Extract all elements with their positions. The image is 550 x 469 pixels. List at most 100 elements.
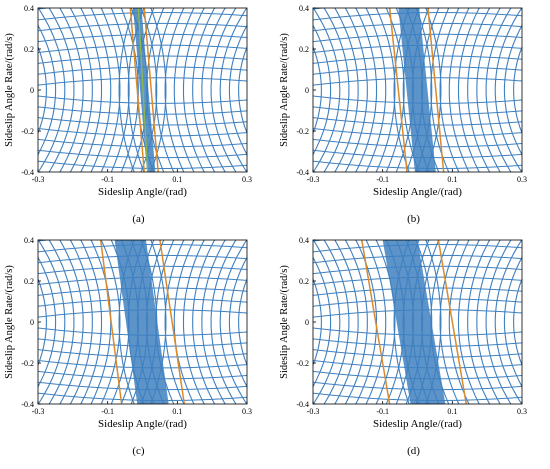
- y-tick-label: 0.2: [24, 45, 34, 54]
- trajectory-field: [38, 240, 247, 404]
- trajectory-curve: [430, 240, 450, 404]
- x-tick-label: 0.3: [517, 407, 527, 416]
- stability-boundary-line: [99, 240, 123, 404]
- panel-a: -0.3 -0.1 0.1 0.3 0.4 0.2 0 -0.2 -0.4 Sideslip An…: [0, 0, 275, 232]
- trajectory-streamline: [313, 370, 522, 380]
- trajectory-field: [38, 8, 247, 172]
- trajectory-streamline: [38, 117, 247, 126]
- x-tick-label: -0.1: [376, 407, 389, 416]
- trajectory-streamline: [38, 349, 247, 358]
- stability-boundary-line: [143, 8, 159, 172]
- panel-label: (a): [132, 213, 145, 225]
- trajectory-streamline: [38, 265, 247, 275]
- trajectory-streamline: [38, 276, 247, 285]
- trajectory-curve: [513, 277, 522, 367]
- x-tick-label: -0.3: [32, 407, 45, 416]
- trajectory-curve: [192, 8, 216, 172]
- trajectory-curve: [150, 8, 167, 172]
- x-tick-label: -0.1: [376, 175, 389, 184]
- trajectory-curve: [457, 8, 480, 172]
- stability-boundary-line: [427, 8, 445, 172]
- trajectory-curve: [344, 8, 368, 172]
- trajectory-curve: [155, 8, 175, 172]
- x-axis-label: Sideslip Angle/(rad): [373, 418, 462, 430]
- y-tick-label: -0.4: [21, 400, 34, 409]
- trajectory-curve: [448, 8, 470, 172]
- trajectory-streamline: [38, 309, 247, 318]
- trajectory-curve: [219, 240, 247, 404]
- trajectory-curve: [173, 240, 195, 404]
- x-tick-label: -0.3: [307, 175, 320, 184]
- separatrix-band: [133, 8, 156, 172]
- x-tick-label: -0.3: [32, 175, 45, 184]
- trajectory-streamline: [38, 338, 247, 347]
- trajectory-streamline: [38, 33, 247, 43]
- panel-c: -0.3 -0.1 0.1 0.3 0.4 0.2 0 -0.2 -0.4 Sideslip An…: [0, 232, 275, 464]
- trajectory-curve: [127, 240, 145, 404]
- trajectory-curve: [38, 45, 47, 135]
- trajectory-curve: [485, 240, 512, 404]
- trajectory-streamline: [313, 244, 522, 253]
- trajectory-curve: [140, 240, 158, 404]
- trajectory-streamline: [38, 360, 247, 369]
- trajectory-curve: [503, 256, 522, 388]
- trajectory-curve: [402, 240, 420, 404]
- trajectory-streamline: [313, 160, 522, 170]
- trajectory-curve: [130, 240, 149, 404]
- trajectory-curve: [192, 240, 216, 404]
- trajectory-curve: [201, 8, 226, 172]
- trajectory-streamline: [313, 381, 522, 391]
- y-tick-label: 0: [305, 86, 309, 95]
- x-tick-label: 0.1: [447, 407, 457, 416]
- trajectory-streamline: [313, 287, 522, 296]
- trajectory-curve: [146, 240, 165, 404]
- trajectory-curve: [467, 240, 491, 404]
- trajectory-curve: [485, 8, 512, 172]
- trajectory-curve: [448, 240, 470, 404]
- trajectory-streamline: [38, 244, 247, 253]
- trajectory-curve: [80, 8, 103, 172]
- trajectory-curve: [228, 24, 247, 156]
- panel-label: (b): [407, 213, 420, 225]
- x-axis-label: Sideslip Angle/(rad): [98, 418, 187, 430]
- trajectory-streamline: [313, 95, 522, 104]
- trajectory-streamline: [38, 12, 247, 21]
- trajectory-streamline: [38, 171, 43, 172]
- trajectory-streamline: [313, 360, 522, 369]
- trajectory-curve: [182, 240, 205, 404]
- y-tick-label: -0.4: [296, 168, 309, 177]
- panel-d: -0.3 -0.1 0.1 0.3 0.4 0.2 0 -0.2 -0.4 Sideslip An…: [275, 232, 550, 464]
- trajectory-streamline: [38, 95, 247, 104]
- trajectory-streamline: [313, 128, 522, 137]
- trajectory-curve: [415, 240, 433, 404]
- trajectory-curve: [120, 240, 139, 404]
- trajectory-curve: [430, 8, 450, 172]
- trajectory-curve: [313, 45, 322, 135]
- trajectory-streamline: [313, 138, 522, 148]
- y-tick-label: 0.4: [299, 4, 309, 13]
- trajectory-streamline: [38, 370, 247, 380]
- trajectory-streamline: [313, 149, 522, 159]
- phase-portrait-svg: -0.3 -0.1 0.1 0.3 0.4 0.2 0 -0.2 -0.4 Sideslip An…: [279, 236, 527, 457]
- trajectory-curve: [476, 8, 501, 172]
- trajectory-field: [313, 240, 522, 404]
- trajectory-streamline: [38, 298, 247, 307]
- stability-boundary-line: [129, 8, 145, 172]
- trajectory-field: [313, 8, 522, 172]
- trajectory-streamline: [38, 403, 43, 404]
- trajectory-streamline: [38, 55, 247, 64]
- y-tick-label: -0.2: [21, 127, 34, 136]
- phase-portrait-svg: -0.3 -0.1 0.1 0.3 0.4 0.2 0 -0.2 -0.4 Sideslip An…: [4, 4, 252, 225]
- trajectory-streamline: [38, 392, 247, 402]
- trajectory-curve: [38, 256, 57, 388]
- trajectory-curve: [405, 240, 424, 404]
- trajectory-curve: [405, 8, 424, 172]
- trajectory-curve: [59, 240, 84, 404]
- trajectory-streamline: [313, 349, 522, 358]
- y-tick-label: 0: [30, 318, 34, 327]
- center-line: [137, 8, 149, 172]
- trajectory-curve: [494, 8, 522, 172]
- trajectory-curve: [69, 8, 93, 172]
- trajectory-curve: [130, 8, 149, 172]
- trajectory-curve: [100, 8, 121, 172]
